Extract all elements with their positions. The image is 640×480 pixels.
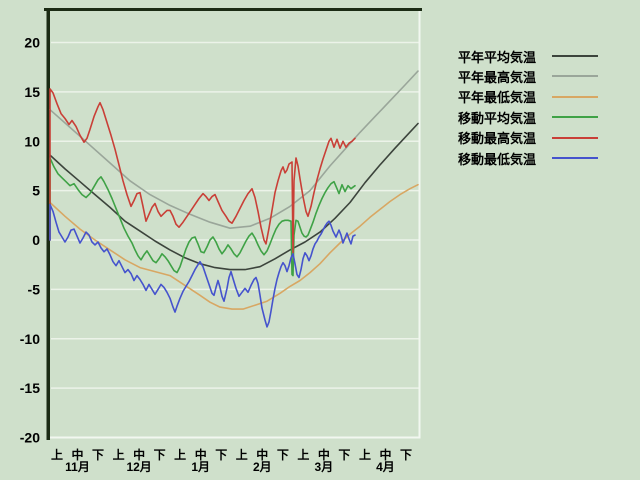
x-axis-decade-label: 下 [338, 448, 350, 462]
y-axis-label-10: 10 [24, 133, 40, 149]
x-axis-month-label: 3月 [315, 460, 334, 474]
legend-line-sample [552, 55, 598, 57]
x-axis-month-label: 2月 [253, 460, 272, 474]
legend-label: 平年平均気温 [458, 49, 537, 65]
legend-line-sample [552, 116, 598, 119]
x-axis-decade-label: 上 [359, 447, 371, 462]
y-axis-label-0: 0 [32, 232, 40, 248]
series-平年最高気温 [49, 70, 419, 229]
y-axis-label--5: -5 [28, 281, 41, 297]
y-axis-label-5: 5 [32, 183, 40, 199]
x-axis-decade-label: 下 [154, 448, 166, 462]
series-移動最低気温 [49, 203, 356, 328]
x-axis-decade-label: 下 [92, 448, 104, 462]
legend-label: 移動最高気温 [458, 131, 537, 147]
x-axis-month-label: 12月 [126, 460, 151, 474]
y-axis-label-15: 15 [24, 84, 40, 100]
x-axis-decade-label: 上 [174, 447, 186, 462]
series-移動最高気温 [49, 88, 356, 254]
y-axis-label-20: 20 [24, 35, 40, 51]
x-axis-decade-label: 下 [400, 448, 412, 462]
legend-item: 平年最低気温 [458, 87, 628, 107]
x-axis-month-label: 1月 [191, 460, 210, 474]
x-axis-decade-label: 中 [195, 447, 207, 462]
x-axis-decade-label: 中 [133, 447, 145, 462]
series-平年平均気温 [49, 122, 419, 271]
x-axis-decade-label: 下 [215, 448, 227, 462]
legend-item: 平年平均気温 [458, 46, 628, 66]
legend-line-sample [552, 95, 598, 98]
x-axis-decade-label: 下 [277, 448, 289, 462]
legend-line-sample [552, 75, 598, 78]
chart-legend: 平年平均気温 平年最高気温 平年最低気温 移動平均気温 移動最高気温 移動最低気温 [458, 46, 628, 168]
y-axis-label--10: -10 [20, 331, 40, 347]
legend-line-sample [552, 136, 598, 139]
legend-item: 移動最高気温 [458, 128, 628, 148]
y-axis-label--20: -20 [20, 430, 40, 446]
legend-label: 平年最低気温 [458, 90, 537, 106]
x-axis-month-label: 11月 [65, 460, 90, 474]
legend-item: 平年最高気温 [458, 66, 628, 86]
x-axis-decade-label: 上 [236, 447, 248, 462]
legend-label: 移動平均気温 [458, 110, 537, 126]
x-axis-decade-label: 中 [256, 447, 268, 462]
legend-item: 移動最低気温 [458, 148, 628, 168]
series-移動平均気温 [49, 157, 356, 277]
x-axis-decade-label: 中 [72, 447, 84, 462]
x-axis-month-label: 4月 [376, 460, 395, 474]
legend-label: 平年最高気温 [458, 70, 537, 86]
plot-top-border [44, 8, 422, 11]
x-axis-decade-label: 中 [318, 447, 330, 462]
legend-label: 移動最低気温 [458, 151, 537, 167]
x-axis-decade-label: 上 [51, 447, 63, 462]
x-axis-decade-label: 上 [297, 447, 309, 462]
x-axis-decade-label: 上 [113, 447, 125, 462]
y-axis-label--15: -15 [20, 380, 40, 396]
legend-item: 移動平均気温 [458, 107, 628, 127]
legend-line-sample [552, 156, 598, 159]
plot-left-border [46, 8, 50, 440]
x-axis-decade-label: 中 [379, 447, 391, 462]
